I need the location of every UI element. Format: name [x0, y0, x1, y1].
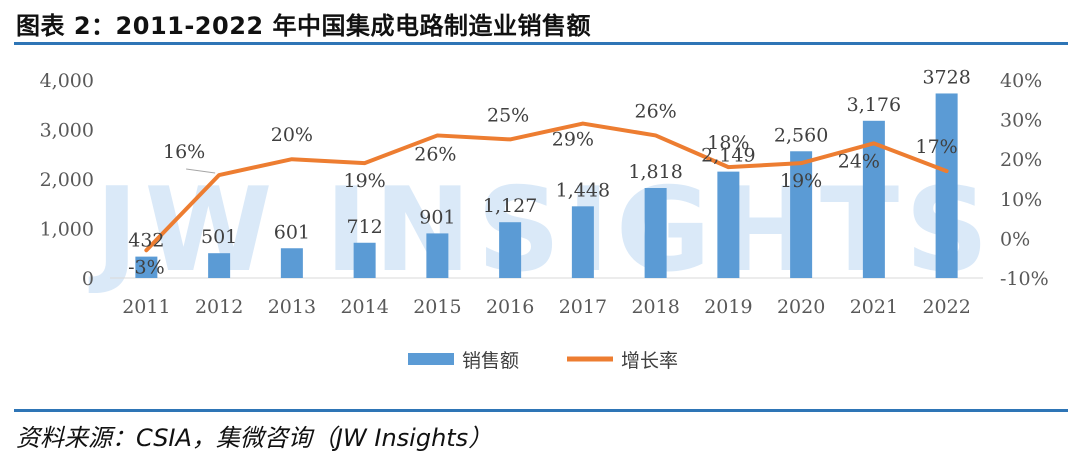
growth-point	[217, 173, 221, 177]
growth-point	[581, 122, 585, 126]
y-left-tick-label: 3,000	[40, 120, 94, 142]
bar	[208, 253, 231, 278]
growth-value-label: 17%	[916, 136, 958, 158]
legend-label-growth: 增长率	[621, 350, 678, 372]
growth-value-label: -3%	[128, 256, 165, 278]
bar-value-label: 432	[128, 230, 164, 252]
y-right-tick-label: 30%	[1000, 110, 1042, 132]
growth-point	[435, 133, 439, 137]
y-left-tick-label: 0	[82, 268, 94, 290]
growth-line	[144, 121, 949, 253]
y-right-tick-label: 10%	[1000, 189, 1042, 211]
y-right-tick-label: 0%	[1000, 228, 1030, 250]
x-tick-label: 2012	[195, 296, 243, 318]
y-left-tick-label: 4,000	[40, 70, 94, 92]
growth-value-label: 19%	[780, 170, 822, 192]
growth-point	[363, 161, 367, 165]
growth-value-label: 19%	[344, 170, 386, 192]
x-tick-label: 2019	[704, 296, 752, 318]
bar	[426, 233, 449, 278]
bar-value-label: 2,149	[701, 145, 755, 167]
bottom-rule	[14, 409, 1068, 412]
bar	[280, 248, 303, 278]
growth-value-label: 26%	[414, 143, 456, 165]
growth-value-label: 16%	[163, 141, 205, 163]
x-tick-label: 2011	[122, 296, 170, 318]
bar-value-label: 1,127	[483, 195, 537, 217]
growth-value-label: 20%	[271, 124, 313, 146]
source-note: 资料来源：CSIA，集微咨询（JW Insights）	[16, 424, 493, 452]
x-tick-label: 2016	[486, 296, 534, 318]
bar-value-label: 2,560	[774, 124, 828, 146]
bar-value-label: 1,448	[556, 179, 610, 201]
legend-label-sales: 销售额	[462, 350, 519, 372]
x-tick-label: 2018	[631, 296, 679, 318]
bar-value-label: 3,176	[847, 94, 901, 116]
growth-point	[726, 165, 730, 169]
y-right-tick-label: 20%	[1000, 149, 1042, 171]
x-tick-label: 2015	[413, 296, 461, 318]
growth-point	[872, 141, 876, 145]
growth-value-label: 24%	[838, 150, 880, 172]
bar	[790, 151, 813, 278]
x-tick-label: 2013	[268, 296, 316, 318]
bar-value-label: 601	[274, 221, 310, 243]
growth-value-label: 26%	[635, 100, 677, 122]
top-rule	[14, 42, 1068, 45]
chart-title: 图表 2：2011-2022 年中国集成电路制造业销售额	[16, 12, 591, 40]
bar	[135, 256, 158, 278]
bar	[935, 93, 958, 278]
bar	[353, 242, 376, 278]
bar	[571, 206, 594, 278]
growth-value-label: 18%	[707, 132, 749, 154]
bar-value-label: 501	[201, 226, 237, 248]
bar	[644, 188, 667, 278]
growth-point	[654, 133, 658, 137]
growth-point	[799, 161, 803, 165]
chart-legend: 销售额 增长率	[408, 350, 678, 372]
legend-swatch-sales	[408, 353, 454, 365]
growth-value-label: 29%	[552, 129, 594, 151]
y-right-tick-label: -10%	[1000, 268, 1049, 290]
y-right-tick-label: 40%	[1000, 70, 1042, 92]
x-tick-label: 2014	[340, 296, 388, 318]
growth-point	[508, 137, 512, 141]
line-series	[144, 121, 949, 253]
x-tick-label: 2017	[559, 296, 607, 318]
y-left-tick-label: 1,000	[40, 219, 94, 241]
label-leader-line	[186, 168, 216, 174]
bar-value-label: 901	[419, 206, 455, 228]
data-labels: 432 501 601 712 901 1,127 1,448 1,818 2,149 2,560…	[128, 66, 971, 278]
y-left-tick-label: 2,000	[40, 169, 94, 191]
bar-value-label: 3728	[922, 66, 970, 88]
growth-point	[945, 169, 949, 173]
growth-point	[144, 248, 148, 252]
bar	[499, 222, 522, 278]
bar	[717, 171, 740, 278]
bar	[862, 120, 885, 279]
bar-value-label: 712	[346, 216, 382, 238]
watermark-text: JW INSIGHTS	[88, 163, 994, 298]
growth-value-label: 25%	[487, 104, 529, 126]
x-tick-label: 2020	[777, 296, 825, 318]
bar-series	[135, 93, 958, 279]
chart-axes: 0 1,000 2,000 3,000 4,000 -10% 0% 10% 20% 30% 40% 2…	[40, 70, 1049, 318]
combo-chart: JW INSIGHTS 0 1,000 2,000 3,000 4,000 -10% 0% 1…	[40, 66, 1049, 372]
growth-point	[290, 157, 294, 161]
bar-value-label: 1,818	[628, 161, 682, 183]
x-tick-label: 2022	[922, 296, 970, 318]
x-tick-label: 2021	[850, 296, 898, 318]
